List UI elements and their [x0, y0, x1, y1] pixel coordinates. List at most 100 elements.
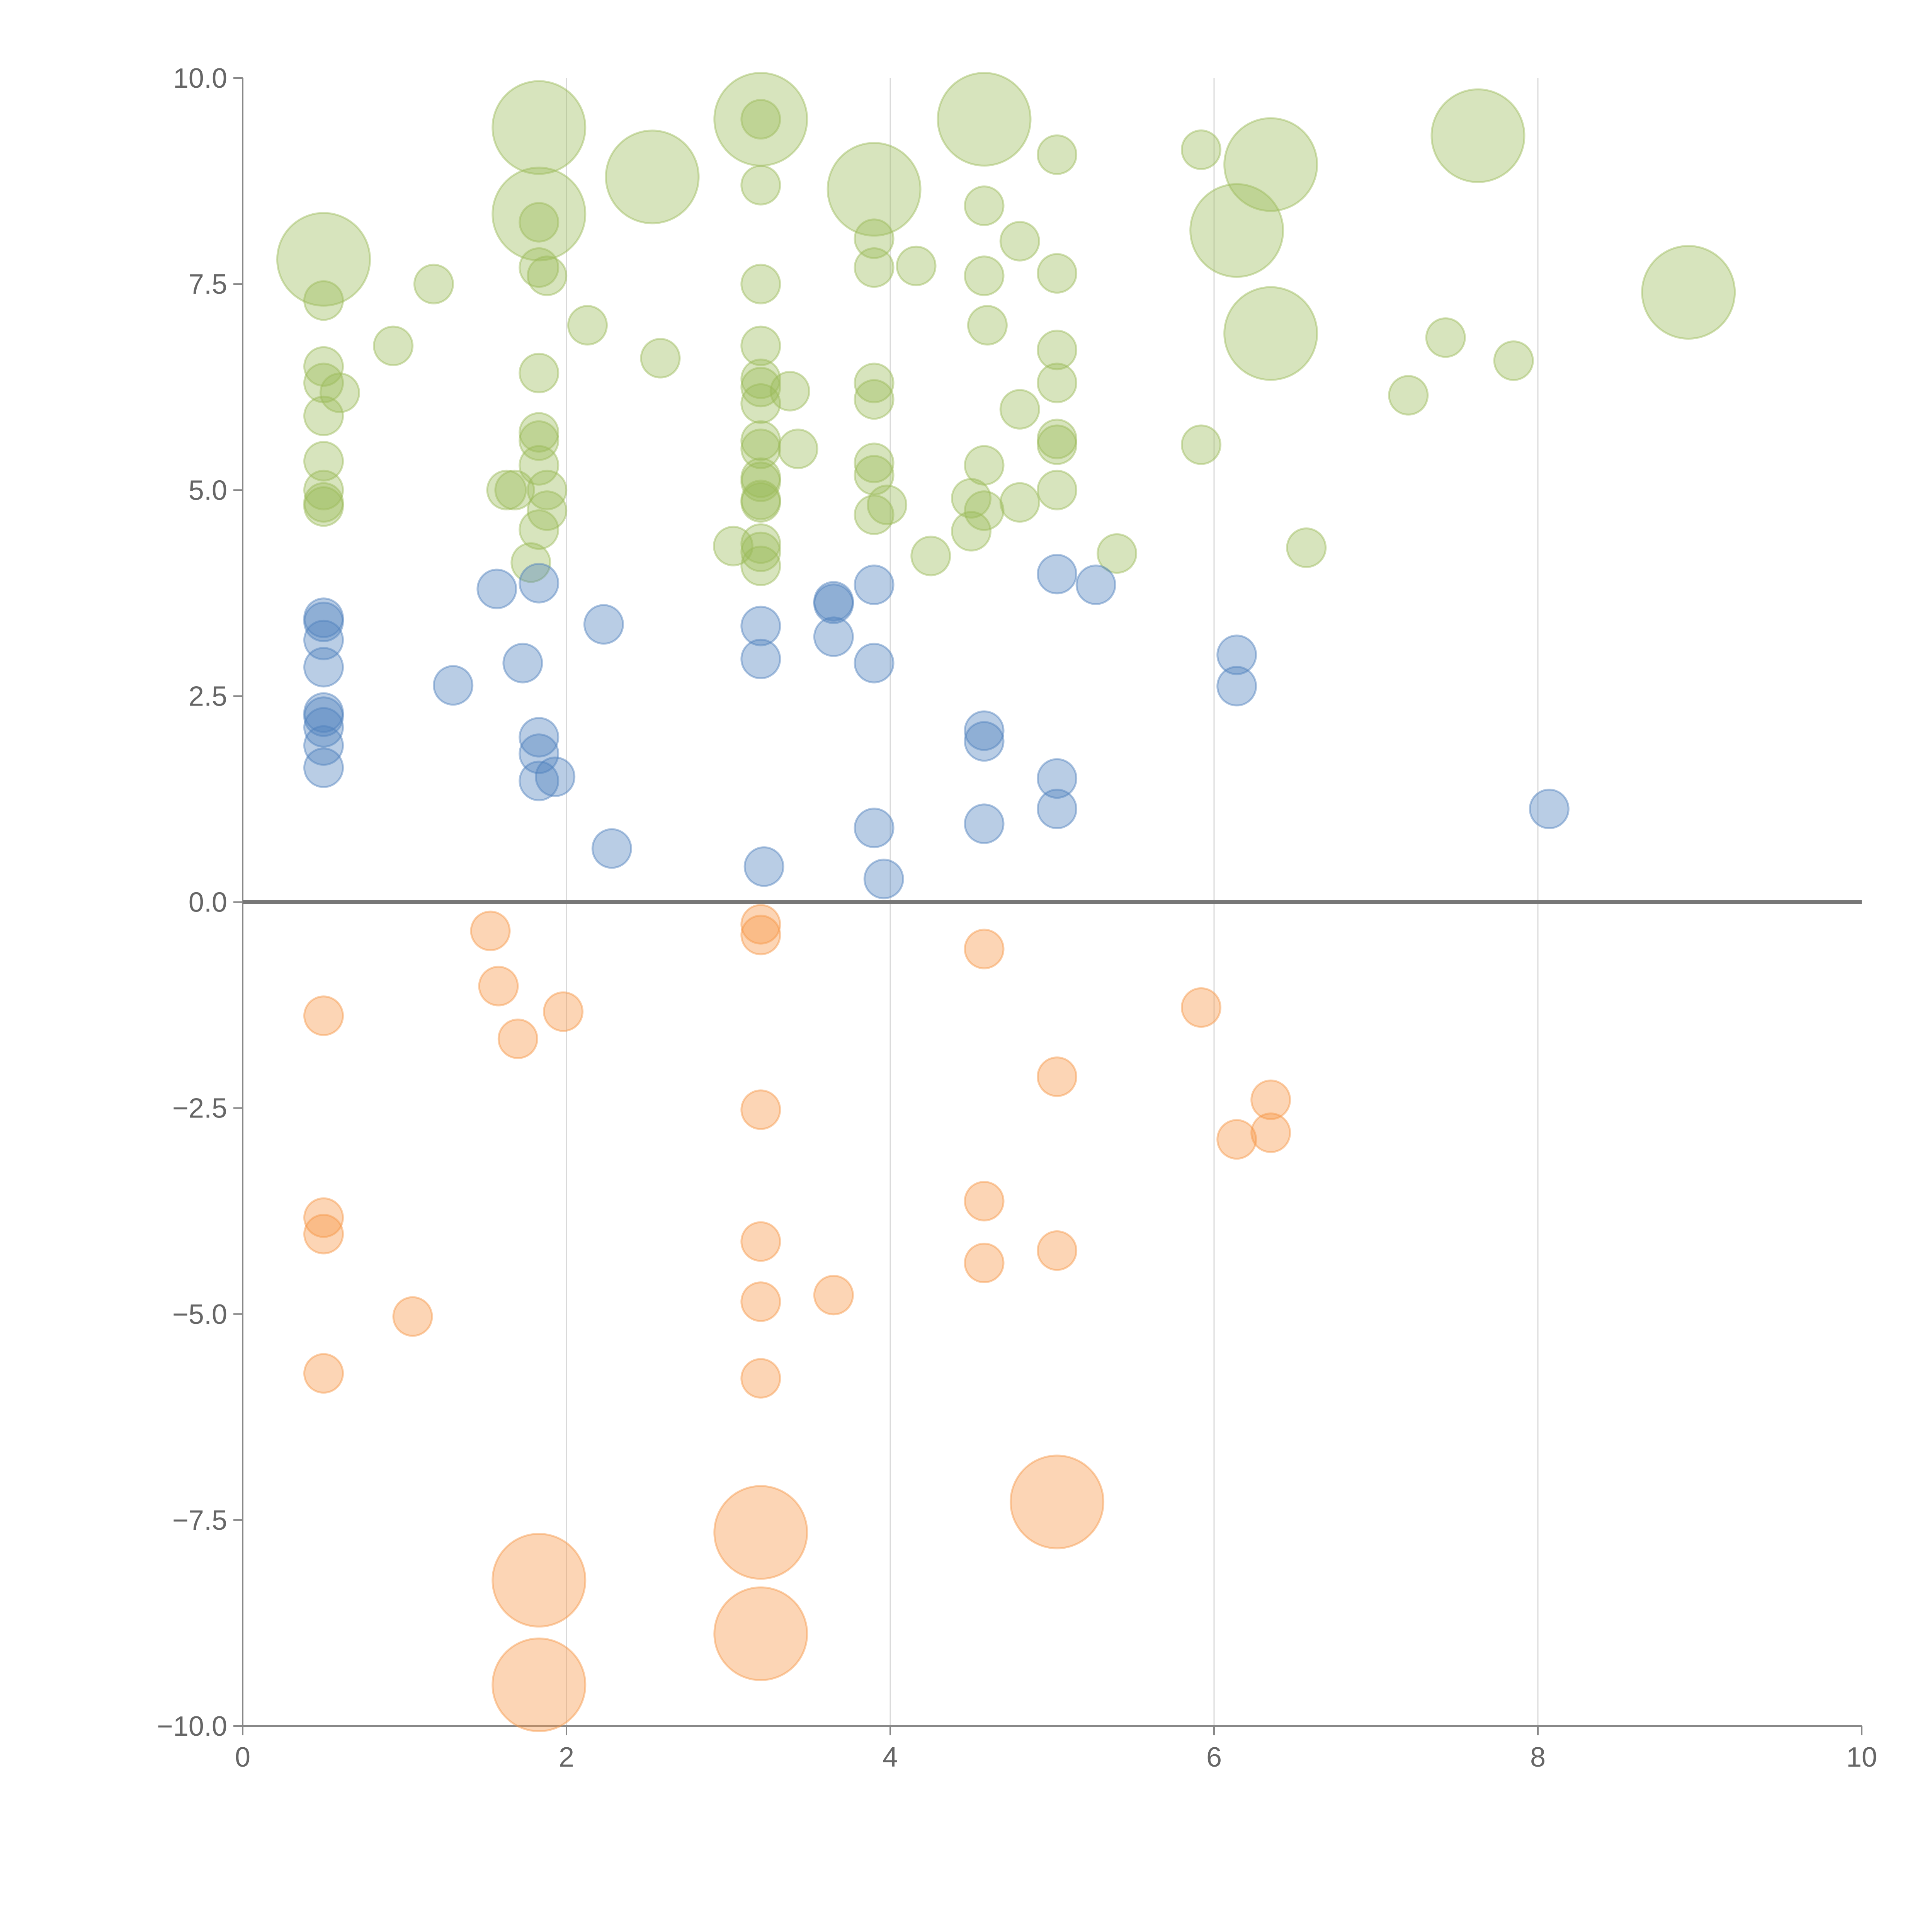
- blue-bubble: [519, 733, 560, 774]
- green-bubble: [640, 338, 681, 379]
- green-bubble: [303, 346, 344, 387]
- green-bubble: [999, 221, 1040, 262]
- y-tick-label: 10.0: [173, 63, 227, 94]
- blue-bubble: [303, 696, 344, 737]
- blue-bubble: [502, 643, 543, 684]
- green-bubble: [1286, 527, 1327, 568]
- y-tick-label: 0.0: [189, 887, 227, 918]
- orange-bubble: [492, 1533, 587, 1628]
- green-bubble: [1037, 418, 1078, 459]
- green-bubble: [519, 445, 560, 486]
- blue-bubble: [303, 725, 344, 766]
- green-bubble: [713, 72, 808, 167]
- orange-bubble: [740, 1358, 781, 1399]
- x-tick-label: 2: [559, 1742, 574, 1773]
- blue-bubble: [813, 616, 854, 657]
- green-bubble: [303, 482, 344, 523]
- orange-bubble: [303, 1197, 344, 1238]
- blue-bubble: [303, 647, 344, 688]
- blue-bubble: [519, 717, 560, 758]
- green-bubble: [1430, 88, 1526, 183]
- orange-bubble: [392, 1296, 433, 1337]
- green-bubble: [494, 469, 535, 510]
- blue-bubble: [854, 808, 895, 849]
- green-bubble: [769, 371, 810, 412]
- orange-bubble: [1037, 1230, 1078, 1271]
- green-bubble: [1037, 469, 1078, 510]
- green-bubble: [964, 445, 1005, 486]
- blue-bubble: [964, 721, 1005, 762]
- green-bubble: [740, 480, 781, 520]
- blue-bubble: [519, 563, 560, 604]
- green-bubble: [303, 280, 344, 321]
- green-bubble: [1180, 424, 1221, 465]
- orange-bubble: [303, 1214, 344, 1255]
- green-bubble: [303, 469, 344, 510]
- x-tick-label: 8: [1530, 1742, 1546, 1773]
- green-bubble: [740, 531, 781, 572]
- green-bubble: [910, 536, 951, 577]
- blue-bubble: [964, 803, 1005, 844]
- green-bubble: [740, 165, 781, 206]
- green-bubble: [854, 362, 895, 403]
- green-bubble: [303, 395, 344, 436]
- y-tick-label: −5.0: [172, 1299, 227, 1330]
- blue-bubble: [1216, 666, 1257, 707]
- orange-bubble: [303, 995, 344, 1036]
- green-bubble: [740, 429, 781, 469]
- green-bubble: [854, 442, 895, 483]
- green-bubble: [967, 305, 1008, 346]
- blue-bubble: [303, 747, 344, 788]
- green-bubble: [492, 80, 587, 175]
- orange-bubble: [478, 966, 519, 1007]
- orange-bubble: [813, 1275, 854, 1316]
- green-bubble: [951, 511, 992, 552]
- orange-bubble: [1216, 1119, 1257, 1160]
- green-bubble: [740, 358, 781, 399]
- green-bubble: [492, 167, 587, 262]
- green-bubble: [1223, 286, 1318, 381]
- blue-bubble: [740, 638, 781, 679]
- orange-bubble: [964, 1181, 1005, 1222]
- green-bubble: [1037, 134, 1078, 175]
- y-tick-label: −2.5: [172, 1093, 227, 1124]
- green-bubble: [527, 469, 568, 510]
- green-bubble: [303, 441, 344, 482]
- green-bubble: [319, 372, 360, 413]
- green-bubble: [999, 482, 1040, 523]
- green-bubble: [999, 389, 1040, 430]
- green-bubble: [519, 420, 560, 461]
- blue-bubble: [1037, 789, 1078, 830]
- green-bubble: [519, 509, 560, 550]
- green-bubble: [1180, 129, 1221, 170]
- green-bubble: [519, 352, 560, 393]
- green-bubble: [740, 482, 781, 523]
- green-bubble: [740, 420, 781, 461]
- blue-bubble: [433, 665, 474, 706]
- green-bubble: [486, 469, 527, 510]
- green-bubble: [964, 255, 1005, 296]
- orange-bubble: [740, 1281, 781, 1322]
- green-bubble: [854, 247, 895, 288]
- blue-bubble: [519, 760, 560, 801]
- green-bubble: [1493, 340, 1534, 381]
- blue-bubble: [1075, 564, 1116, 605]
- green-bubble: [827, 142, 922, 237]
- green-bubble: [896, 245, 937, 286]
- orange-bubble: [740, 1089, 781, 1130]
- green-bubble: [937, 72, 1032, 167]
- green-bubble: [854, 455, 895, 496]
- orange-bubble: [964, 1243, 1005, 1284]
- x-tick-label: 0: [235, 1742, 250, 1773]
- green-bubble: [854, 218, 895, 259]
- green-bubble: [519, 202, 560, 243]
- orange-bubble: [497, 1018, 538, 1059]
- green-bubble: [740, 457, 781, 498]
- blue-bubble: [863, 859, 904, 900]
- green-bubble: [303, 486, 344, 527]
- green-bubble: [1223, 117, 1318, 212]
- green-bubble: [740, 99, 781, 140]
- y-tick-label: 7.5: [189, 269, 227, 300]
- green-bubble: [713, 526, 754, 566]
